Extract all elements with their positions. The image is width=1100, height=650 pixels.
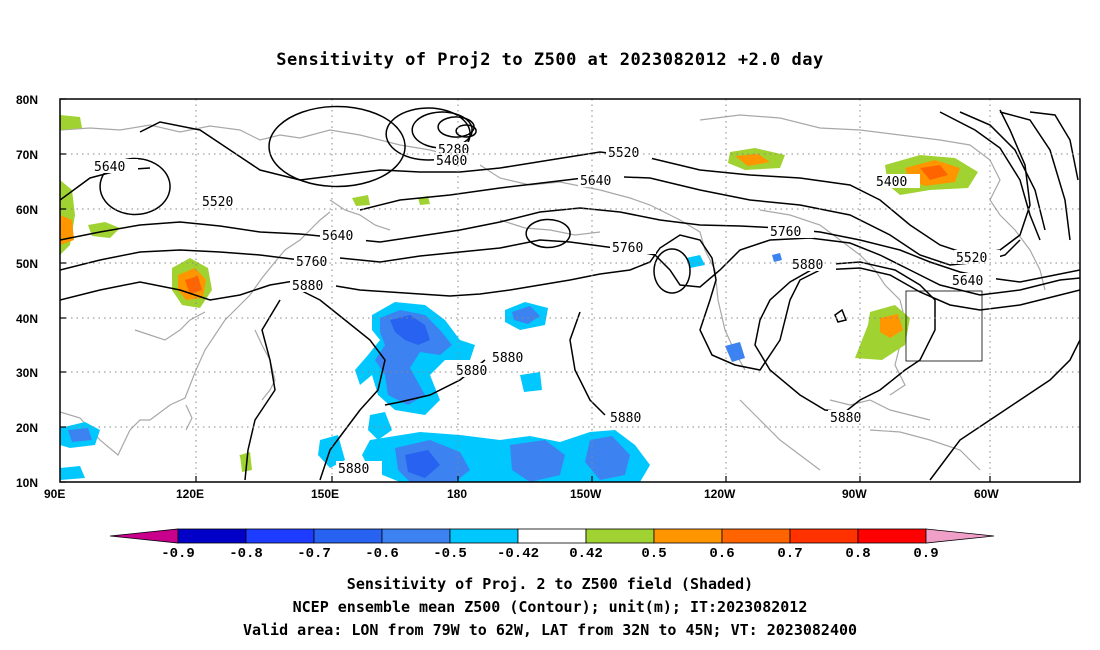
coastlines	[60, 114, 1046, 471]
colorbar-tick-label: -0.8	[229, 546, 263, 562]
contour-label-5880-c: 5880	[490, 350, 536, 366]
contour-label-5520-c: 5520	[954, 250, 1000, 266]
colorbar-tick-label: 0.7	[777, 546, 802, 562]
colorbar-swatch	[721, 528, 791, 544]
svg-text:5400: 5400	[876, 175, 907, 190]
colorbar-tick-label: -0.7	[297, 546, 331, 562]
colorbar-tick-label: 0.9	[913, 546, 938, 562]
caption-shaded: Sensitivity of Proj. 2 to Z500 field (Sh…	[346, 575, 754, 593]
contour-label-5640-b: 5640	[578, 173, 624, 189]
valid-area-box	[905, 290, 983, 362]
lat-label: 60N	[16, 203, 38, 217]
axis-ticks	[60, 98, 991, 483]
contour-label-5640-a: 5640	[92, 159, 138, 175]
colorbar-tick-label: 0.42	[569, 546, 603, 562]
map-area	[60, 105, 1080, 482]
colorbar-tick-label: -0.42	[497, 546, 539, 562]
lat-label: 10N	[16, 476, 38, 490]
lat-label: 40N	[16, 312, 38, 326]
lat-label: 30N	[16, 366, 38, 380]
colorbar-swatch	[857, 528, 927, 544]
colorbar-swatch	[653, 528, 723, 544]
lon-label: 90E	[44, 487, 65, 501]
svg-text:5880: 5880	[610, 411, 641, 426]
svg-text:5520: 5520	[202, 195, 233, 210]
contour-label-5880-f: 5880	[828, 410, 874, 426]
svg-text:5880: 5880	[456, 364, 487, 379]
contour-label-5640-d: 5640	[950, 273, 996, 289]
lon-label: 150E	[311, 487, 339, 501]
svg-text:5880: 5880	[492, 351, 523, 366]
contour-label-5760-b: 5760	[610, 240, 656, 256]
svg-text:5400: 5400	[436, 154, 467, 169]
contour-label-5760-c: 5760	[768, 224, 814, 240]
lon-label: 120W	[704, 487, 736, 501]
colorbar-tick-label: -0.5	[433, 546, 467, 562]
contour-label-5640-c: 5640	[320, 228, 366, 244]
svg-text:5880: 5880	[830, 411, 861, 426]
svg-text:5880: 5880	[792, 258, 823, 273]
svg-text:5520: 5520	[956, 251, 987, 266]
colorbar-swatch	[449, 528, 519, 544]
svg-text:5880: 5880	[292, 279, 323, 294]
lat-label: 50N	[16, 257, 38, 271]
lat-label: 20N	[16, 421, 38, 435]
colorbar: -0.9 -0.8 -0.7 -0.6 -0.5 -0.42 0.42 0.5 0.6 0.7 0.…	[109, 528, 995, 562]
contour-label-5400-a: 5400	[434, 153, 480, 169]
svg-text:5880: 5880	[338, 462, 369, 477]
contour-labels: 5640 5520 5280 5400 5520 5640 5640 5760 …	[92, 142, 1000, 477]
colorbar-tick-label: -0.9	[161, 546, 195, 562]
colorbar-swatch	[177, 528, 247, 544]
latitude-labels: 80N 70N 60N 50N 40N 30N 20N 10N	[16, 93, 38, 490]
contour-label-5400-b: 5400	[874, 174, 920, 190]
negative-sensitivity-areas	[60, 253, 782, 482]
caption-contour: NCEP ensemble mean Z500 (Contour); unit(…	[292, 598, 808, 616]
colorbar-tick-label: 0.8	[845, 546, 870, 562]
lat-label: 70N	[16, 148, 38, 162]
svg-text:5760: 5760	[770, 225, 801, 240]
lon-label: 90W	[842, 487, 867, 501]
gridlines	[60, 99, 1080, 482]
colorbar-swatch	[789, 528, 859, 544]
contour-label-5880-d: 5880	[454, 363, 500, 379]
colorbar-swatch	[517, 528, 587, 544]
caption-valid-area: Valid area: LON from 79W to 62W, LAT fro…	[242, 621, 858, 639]
longitude-labels: 90E 120E 150E 180 150W 120W 90W 60W	[44, 487, 999, 501]
colorbar-left-arrow	[109, 528, 179, 544]
svg-text:5640: 5640	[580, 174, 611, 189]
contour-label-5760-a: 5760	[294, 254, 340, 270]
lon-label: 150W	[570, 487, 602, 501]
contour-label-5520-b: 5520	[606, 145, 652, 161]
contour-label-5880-b: 5880	[790, 257, 836, 273]
colorbar-swatch	[381, 528, 451, 544]
map-frame	[59, 98, 1081, 483]
contour-label-5880-g: 5880	[336, 461, 382, 477]
contour-label-5520-a: 5520	[200, 194, 246, 210]
svg-text:5520: 5520	[608, 146, 639, 161]
contour-label-5880-a: 5880	[290, 278, 336, 294]
lon-label: 120E	[176, 487, 204, 501]
colorbar-swatch	[245, 528, 315, 544]
svg-text:5640: 5640	[952, 274, 983, 289]
colorbar-tick-label: 0.6	[709, 546, 734, 562]
svg-text:5760: 5760	[612, 241, 643, 256]
contour-label-5880-e: 5880	[608, 410, 654, 426]
colorbar-right-arrow	[925, 528, 995, 544]
chart-title: Sensitivity of Proj2 to Z500 at 20230820…	[276, 50, 824, 70]
svg-text:5640: 5640	[94, 160, 125, 175]
lon-label: 60W	[974, 487, 999, 501]
svg-text:5640: 5640	[322, 229, 353, 244]
colorbar-tick-label: 0.5	[641, 546, 666, 562]
lon-label: 180	[447, 487, 467, 501]
svg-text:5760: 5760	[296, 255, 327, 270]
colorbar-tick-label: -0.6	[365, 546, 399, 562]
colorbar-swatch	[313, 528, 383, 544]
lat-label: 80N	[16, 93, 38, 107]
colorbar-swatch	[585, 528, 655, 544]
